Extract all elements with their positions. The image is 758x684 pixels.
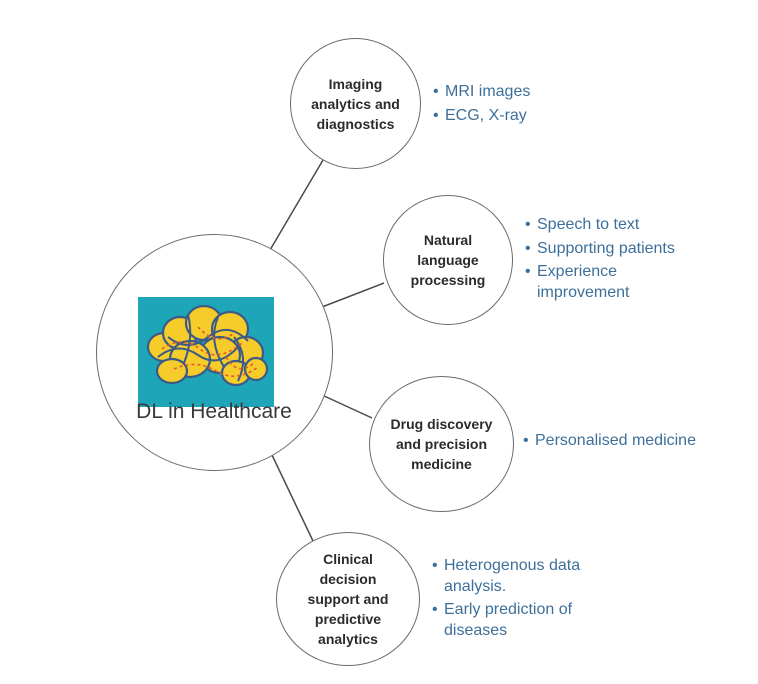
bullet-item: ECG, X-ray (433, 106, 633, 127)
bullet-item: Speech to text (525, 215, 705, 236)
node-circle-drug (369, 376, 514, 512)
bullet-list-clinical: Heterogenous data analysis. Early predic… (432, 556, 602, 644)
bullet-list-nlp: Speech to text Supporting patients Exper… (525, 215, 705, 306)
node-circle-nlp (383, 195, 513, 325)
node-circle-imaging (290, 38, 421, 169)
node-label-drug: Drug discovery and precision medicine (390, 416, 493, 472)
connector-drug (321, 394, 373, 419)
bullet-list-imaging: MRI images ECG, X-ray (433, 82, 633, 129)
bullet-item: MRI images (433, 82, 633, 103)
node-label-clinical: Clinical decision support and predictive… (307, 551, 389, 647)
connector-imaging (269, 159, 324, 251)
node-label-nlp: Natural language processing (410, 232, 486, 288)
connector-clinical (271, 454, 314, 542)
brain-illustration-icon (138, 297, 274, 407)
bullet-item: Experience improvement (525, 262, 657, 303)
bullet-item: Early prediction of diseases (432, 600, 602, 641)
node-circle-clinical (276, 532, 420, 666)
bullet-item: Supporting patients (525, 239, 705, 260)
bullet-item: Personalised medicine (523, 431, 743, 452)
node-label-imaging: Imaging analytics and diagnostics (311, 75, 400, 132)
center-label: DL in Healthcare (136, 400, 292, 423)
connector-nlp (321, 282, 385, 308)
bullet-item: Heterogenous data analysis. (432, 556, 602, 597)
bullet-list-drug: Personalised medicine (523, 431, 743, 455)
